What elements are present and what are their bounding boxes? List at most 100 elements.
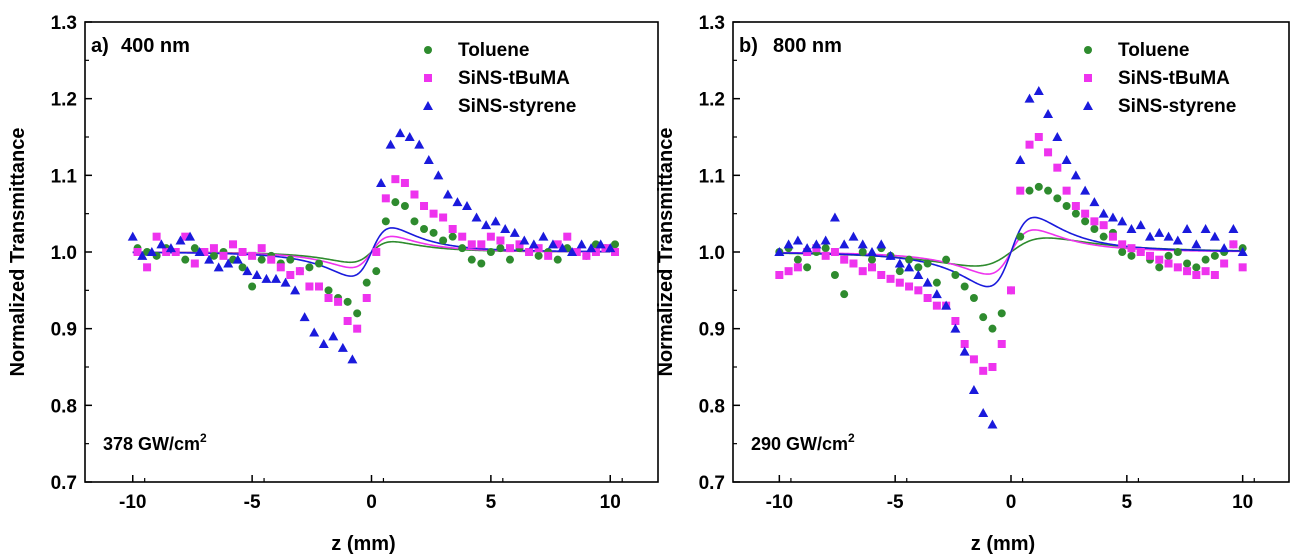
data-point [276,263,285,272]
y-axis-title: Normalized Transmittance [7,128,29,377]
data-point [1071,209,1080,218]
data-point [1090,225,1099,233]
data-point [821,251,830,260]
y-tick-label: 1.0 [699,243,725,264]
data-point [1182,224,1193,233]
data-point [505,255,514,264]
data-point [803,263,812,272]
data-point [868,255,876,264]
data-point [960,340,969,348]
legend-marker-sins-tbuma [1084,74,1092,82]
x-tick-label: -10 [766,492,793,513]
data-point [420,225,429,233]
data-point [821,244,830,253]
data-point [1135,220,1146,230]
data-point [200,248,209,256]
data-point [793,255,802,264]
data-point [347,354,358,364]
data-point [969,355,978,364]
data-point [467,240,476,249]
data-point [362,278,371,287]
data-point [1229,240,1238,249]
data-point [442,189,453,199]
data-point [525,248,534,256]
y-axis-title: Normalized Transmittance [655,128,677,377]
y-tick-label: 1.0 [51,243,77,264]
data-point [190,259,199,268]
data-point [1016,186,1025,195]
legend-label: Toluene [458,40,529,61]
data-point [248,282,257,291]
data-point [1154,227,1165,237]
intensity-label: 378 GW/cm2 [103,431,207,454]
data-point [858,248,867,256]
data-point [942,255,951,264]
data-point [229,240,238,249]
data-point [1173,263,1182,272]
data-point [914,263,923,272]
data-point [840,290,849,299]
data-point [1183,267,1192,276]
data-point [299,312,310,322]
y-tick-label: 0.8 [699,396,725,417]
x-tick-label: 10 [600,492,621,513]
data-point [968,385,979,394]
data-point [885,250,896,260]
data-point [969,294,978,302]
wavelength-label: 800 nm [773,35,842,57]
data-point [400,179,409,187]
legend-marker-toluene [424,46,432,54]
legend-label: SiNS-styrene [1118,96,1236,117]
data-point [496,236,505,245]
data-point [858,267,867,276]
data-point [290,285,301,295]
data-point [774,247,785,256]
data-point [439,213,448,222]
data-point [1145,231,1155,241]
data-point [586,243,597,253]
data-point [1098,208,1109,218]
data-point [429,209,438,218]
data-point [181,255,190,264]
data-point [848,231,859,241]
data-point [1034,133,1043,141]
data-point [1172,235,1183,245]
data-point [286,255,295,264]
data-point [528,239,539,249]
data-point [133,248,142,256]
data-point [534,251,543,260]
data-point [1200,224,1211,233]
data-point [414,139,425,149]
data-point [305,282,314,291]
data-point [1118,240,1127,249]
data-point [391,175,400,184]
data-point [829,212,840,222]
data-point [423,155,434,164]
data-point [404,132,415,141]
data-point [477,259,486,268]
data-point [223,258,234,268]
data-point [582,251,591,260]
data-point [1209,231,1220,241]
data-point [1117,216,1128,226]
data-point [462,201,472,210]
data-point [1220,259,1229,268]
data-point [1053,194,1062,203]
data-point [1108,232,1117,241]
x-tick-label: -10 [119,492,146,513]
data-point [1070,170,1081,180]
data-point [1099,221,1108,230]
data-point [471,212,482,222]
data-point [611,240,620,249]
data-point [576,239,587,249]
data-point [1061,155,1072,164]
data-point [204,254,215,264]
data-point [257,244,266,253]
data-point [376,178,387,187]
data-point [553,240,562,249]
data-point [913,270,924,279]
data-point [505,244,514,253]
data-point [914,286,923,295]
intensity-value: 378 GW/cm [103,434,200,454]
